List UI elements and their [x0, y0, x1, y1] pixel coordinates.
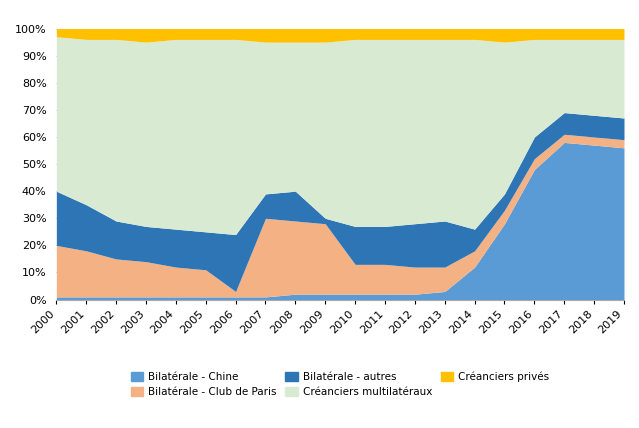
- Legend: Bilatérale - Chine, Bilatérale - Club de Paris, Bilatérale - autres, Créanciers : Bilatérale - Chine, Bilatérale - Club de…: [127, 367, 554, 401]
